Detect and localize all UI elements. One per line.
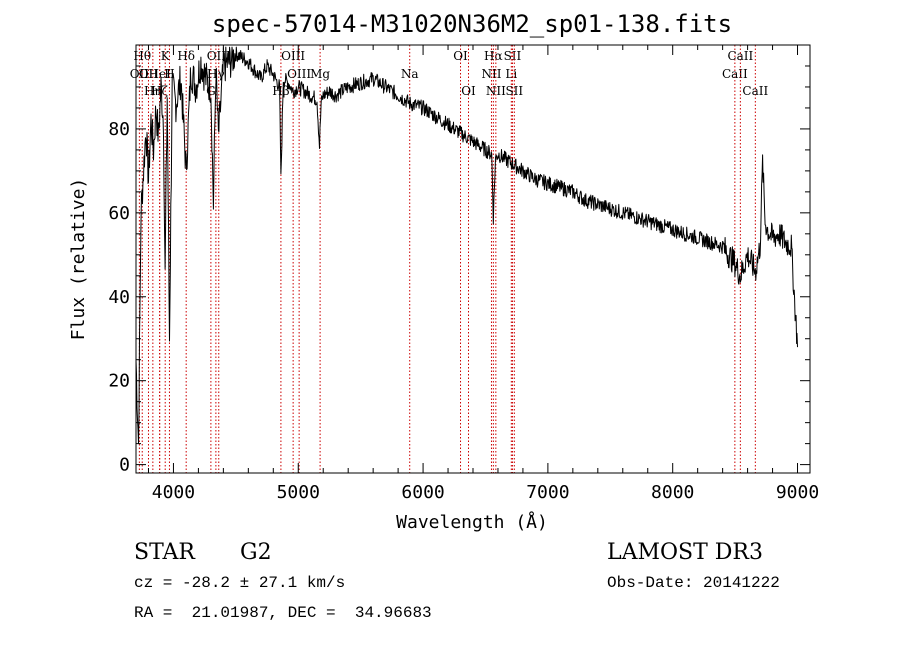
x-axis: 4000 5000 6000 7000 8000 9000: [147, 45, 819, 503]
reference-line-label: Hθ: [133, 49, 151, 63]
y-tick-label: 20: [108, 371, 130, 392]
reference-line-label: H: [164, 67, 174, 81]
y-tick-label: 80: [108, 119, 130, 140]
y-tick-label: 40: [108, 287, 130, 308]
spectrum-series: [135, 46, 798, 444]
reference-line-label: Hδ: [177, 49, 195, 63]
y-tick-label: 60: [108, 203, 130, 224]
chart-title: spec-57014-M31020N36M2_sp01-138.fits: [212, 10, 732, 38]
object-type: STAR: [134, 540, 195, 565]
redshift-cz: cz = -28.2 ± 27.1 km/s: [134, 574, 346, 592]
reference-line-label: NII: [481, 67, 501, 81]
obs-date: Obs-Date: 20141222: [607, 574, 780, 592]
subclass: G2: [240, 540, 272, 565]
reference-line-label: G: [206, 84, 216, 98]
reference-line-label: OIII: [287, 67, 311, 81]
reference-line-label: CaII: [722, 67, 748, 81]
y-axis-label: Flux (relative): [68, 178, 89, 341]
y-tick-label: 0: [119, 455, 130, 476]
reference-line-label: NII: [486, 84, 506, 98]
reference-line-label: SII: [504, 49, 522, 63]
survey-name: LAMOST DR3: [607, 540, 763, 565]
x-axis-label: Wavelength (Å): [396, 511, 548, 533]
reference-line-label: Hα: [484, 49, 503, 63]
reference-line-label: Mg: [310, 67, 330, 81]
reference-line-label: Hβ: [272, 84, 289, 98]
plot-frame: [135, 44, 811, 474]
x-tick-label: 6000: [401, 482, 444, 503]
reference-line-label: OI: [461, 84, 476, 98]
reference-line-label: K: [161, 49, 171, 63]
reference-line-label: OII: [130, 67, 150, 81]
reference-line-label: Li: [505, 67, 517, 81]
reference-line-label: CaII: [742, 84, 768, 98]
reference-line-label: OIII: [281, 49, 305, 63]
reference-line-label: OII: [139, 67, 159, 81]
coordinates: RA = 21.01987, DEC = 34.96683: [134, 604, 432, 622]
x-tick-label: 9000: [776, 482, 819, 503]
x-tick-label: 5000: [277, 482, 320, 503]
y-axis: 0 20 40 60 80: [108, 65, 810, 476]
reference-line-label: Hη: [144, 84, 162, 98]
x-tick-label: 8000: [651, 482, 694, 503]
reference-line-label: SII: [505, 84, 523, 98]
reference-line-label: OI: [453, 49, 468, 63]
x-tick-label: 4000: [152, 482, 195, 503]
reference-line-label: CaII: [727, 49, 753, 63]
spectrum-line: [135, 46, 798, 444]
x-tick-label: 7000: [526, 482, 569, 503]
reference-line-label: Na: [401, 67, 419, 81]
